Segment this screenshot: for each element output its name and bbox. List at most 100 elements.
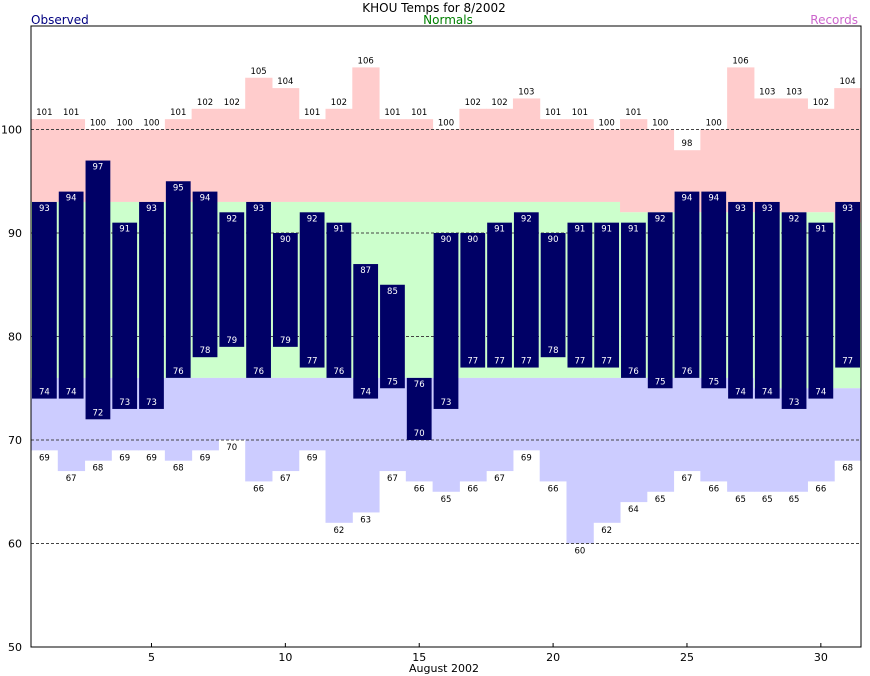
observed-high-label: 94 xyxy=(66,194,77,204)
observed-bar xyxy=(567,222,593,368)
observed-high-label: 94 xyxy=(682,194,693,204)
record-low-label: 68 xyxy=(173,464,184,474)
observed-low-label: 78 xyxy=(200,346,211,356)
record-low-label: 67 xyxy=(682,474,693,484)
observed-bar xyxy=(835,201,860,368)
record-high-label: 102 xyxy=(197,98,213,108)
record-high-band xyxy=(218,108,246,202)
record-low-label: 69 xyxy=(307,453,318,463)
record-high-band xyxy=(352,67,380,202)
record-high-label: 101 xyxy=(170,108,186,118)
x-tick-label: 30 xyxy=(814,651,828,664)
observed-high-label: 93 xyxy=(146,204,157,214)
y-tick-label: 80 xyxy=(8,331,22,344)
record-low-label: 66 xyxy=(253,484,264,494)
y-tick-label: 90 xyxy=(8,227,22,240)
x-axis-label: August 2002 xyxy=(409,662,479,675)
observed-high-label: 93 xyxy=(842,204,853,214)
observed-bar xyxy=(487,222,512,368)
observed-bar xyxy=(754,201,780,399)
observed-high-label: 92 xyxy=(521,214,532,224)
record-high-label: 100 xyxy=(117,119,133,129)
record-low-label: 69 xyxy=(119,453,130,463)
x-tick-label: 10 xyxy=(278,651,292,664)
record-high-label: 102 xyxy=(491,98,507,108)
observed-low-label: 74 xyxy=(735,388,746,398)
observed-high-label: 92 xyxy=(226,214,237,224)
observed-bar xyxy=(621,222,646,378)
observed-low-label: 74 xyxy=(762,388,773,398)
observed-bar xyxy=(112,222,138,409)
record-low-band xyxy=(218,377,246,440)
record-low-band xyxy=(245,377,273,482)
observed-high-label: 90 xyxy=(280,235,291,245)
record-high-label: 100 xyxy=(438,119,454,129)
record-high-label: 102 xyxy=(813,98,829,108)
record-low-label: 62 xyxy=(601,526,612,536)
record-high-label: 101 xyxy=(36,108,52,118)
observed-low-label: 70 xyxy=(414,429,425,439)
observed-low-label: 74 xyxy=(39,388,50,398)
record-low-label: 66 xyxy=(815,484,826,494)
observed-low-label: 76 xyxy=(253,367,264,377)
record-high-band xyxy=(31,119,59,202)
record-high-band xyxy=(459,108,487,202)
record-high-label: 102 xyxy=(224,98,240,108)
record-low-label: 69 xyxy=(521,453,532,463)
record-low-band xyxy=(459,377,487,482)
record-low-band xyxy=(700,377,728,482)
record-low-label: 65 xyxy=(655,495,666,505)
observed-high-label: 91 xyxy=(333,225,344,235)
legend-observed: Observed xyxy=(31,13,89,27)
record-high-label: 101 xyxy=(572,108,588,118)
observed-low-label: 74 xyxy=(815,388,826,398)
x-tick-label: 15 xyxy=(412,651,426,664)
record-low-label: 69 xyxy=(39,453,50,463)
observed-high-label: 91 xyxy=(601,225,612,235)
record-low-label: 67 xyxy=(66,474,77,484)
observed-high-label: 90 xyxy=(441,235,452,245)
x-tick-label: 20 xyxy=(546,651,560,664)
observed-bar xyxy=(353,264,379,399)
observed-low-label: 76 xyxy=(173,367,184,377)
observed-low-label: 77 xyxy=(842,357,853,367)
record-high-band xyxy=(539,119,567,202)
record-low-label: 64 xyxy=(628,505,639,515)
observed-bar xyxy=(594,222,620,368)
observed-high-label: 90 xyxy=(548,235,559,245)
observed-high-label: 92 xyxy=(789,214,800,224)
record-low-label: 67 xyxy=(280,474,291,484)
observed-high-label: 87 xyxy=(360,266,371,276)
observed-low-label: 78 xyxy=(548,346,559,356)
observed-bar xyxy=(433,233,459,409)
record-high-label: 98 xyxy=(682,139,693,149)
observed-bar xyxy=(165,181,191,378)
chart-title: KHOU Temps for 8/2002 xyxy=(362,1,506,15)
observed-bar xyxy=(246,201,271,378)
legend-normals: Normals xyxy=(423,13,473,27)
record-high-band xyxy=(379,119,407,202)
record-high-label: 100 xyxy=(652,119,668,129)
observed-bar xyxy=(674,191,700,378)
observed-low-label: 74 xyxy=(66,388,77,398)
observed-high-label: 76 xyxy=(414,380,425,390)
record-high-label: 102 xyxy=(331,98,347,108)
record-low-band xyxy=(352,377,380,513)
record-low-label: 67 xyxy=(387,474,398,484)
y-tick-label: 60 xyxy=(8,538,22,551)
record-high-label: 100 xyxy=(143,119,159,129)
record-high-band xyxy=(57,119,86,202)
observed-low-label: 77 xyxy=(601,357,612,367)
record-low-label: 67 xyxy=(494,474,505,484)
record-high-band xyxy=(405,119,434,202)
observed-low-label: 76 xyxy=(682,367,693,377)
y-tick-label: 70 xyxy=(8,434,22,447)
record-low-label: 60 xyxy=(574,547,585,557)
observed-bar xyxy=(540,233,566,358)
observed-high-label: 91 xyxy=(574,225,585,235)
observed-low-label: 77 xyxy=(574,357,585,367)
record-high-label: 101 xyxy=(625,108,641,118)
record-low-label: 69 xyxy=(146,453,157,463)
record-low-label: 66 xyxy=(708,484,719,494)
record-high-label: 102 xyxy=(465,98,481,108)
